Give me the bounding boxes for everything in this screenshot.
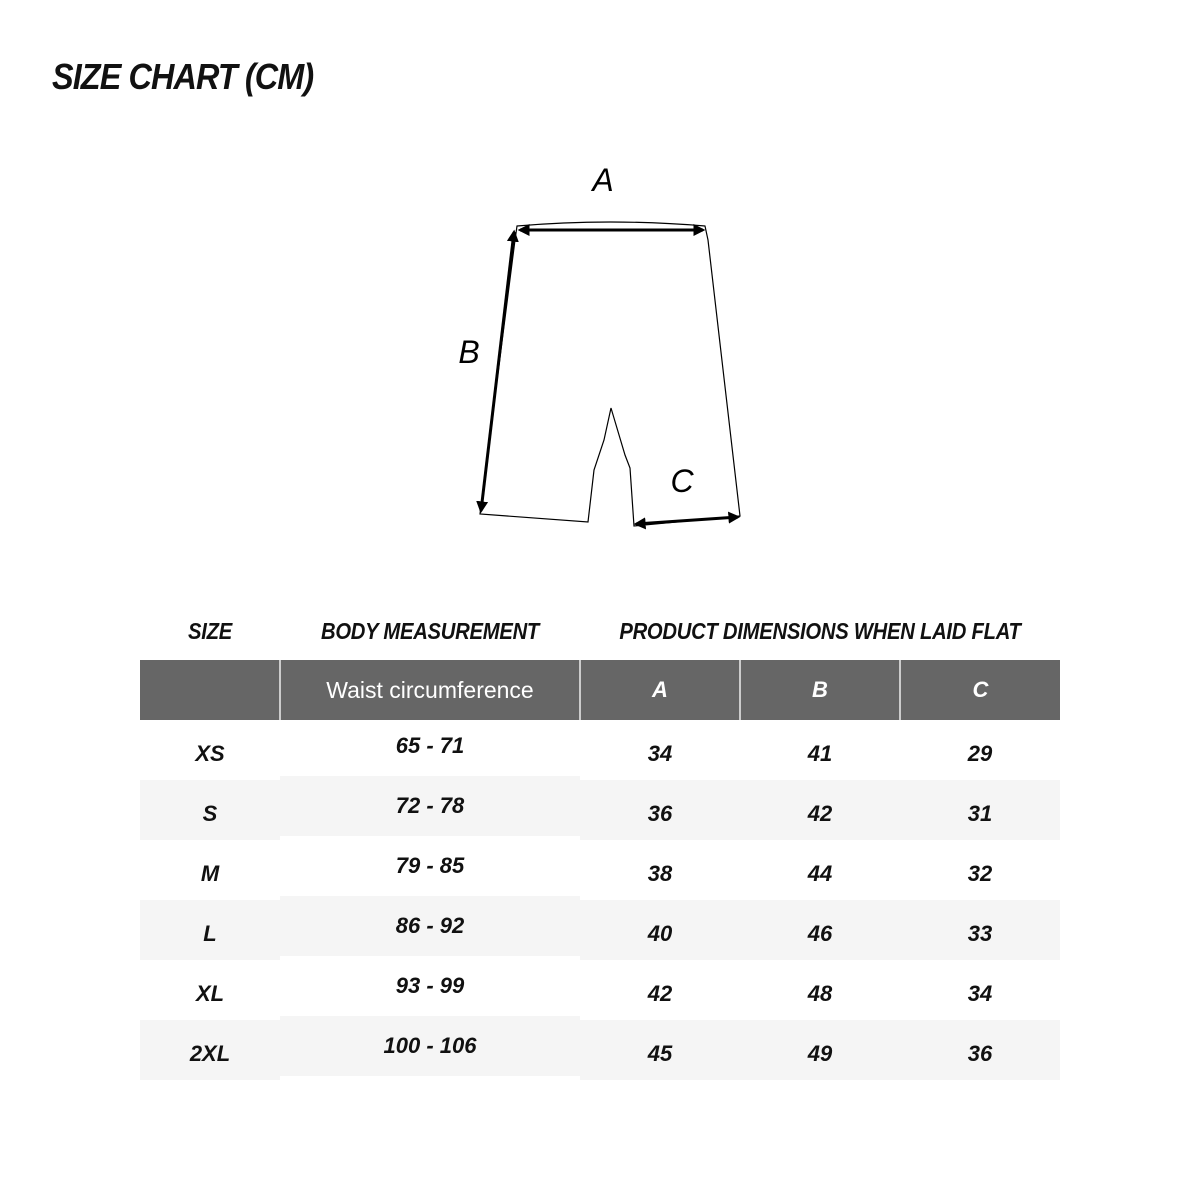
table-row: S 72 - 78 36 42 31 <box>140 776 1060 840</box>
cell-size-value: XL <box>195 981 225 1006</box>
cell-c-value: 32 <box>967 861 993 886</box>
cell-b: 41 <box>740 720 900 780</box>
cell-size-value: L <box>203 921 217 946</box>
shorts-diagram: A B C <box>458 162 741 530</box>
cell-waist-value: 65 - 71 <box>395 733 465 758</box>
cell-waist: 86 - 92 <box>280 896 580 956</box>
cell-size: S <box>140 780 280 840</box>
table-row: 2XL 100 - 106 45 49 36 <box>140 1016 1060 1080</box>
table-row: L 86 - 92 40 46 33 <box>140 896 1060 960</box>
cell-a-value: 40 <box>647 921 673 946</box>
cell-b-value: 48 <box>807 981 833 1006</box>
cell-c-value: 29 <box>967 741 993 766</box>
cell-a: 34 <box>580 720 740 780</box>
size-table: Waist circumference A B C XS 65 - 71 34 41 2… <box>140 660 1060 1080</box>
cell-waist-value: 72 - 78 <box>395 793 465 818</box>
table-header-row: Waist circumference A B C <box>140 660 1060 720</box>
cell-b: 48 <box>740 960 900 1020</box>
cell-waist: 72 - 78 <box>280 776 580 836</box>
shorts-outline <box>479 221 741 527</box>
cell-a: 40 <box>580 900 740 960</box>
arrow-b <box>476 229 519 514</box>
cell-a: 45 <box>580 1020 740 1080</box>
cell-c-value: 31 <box>967 801 993 826</box>
cell-size: L <box>140 900 280 960</box>
cell-size-value: 2XL <box>189 1041 231 1066</box>
cell-waist: 93 - 99 <box>280 956 580 1016</box>
cell-size: XL <box>140 960 280 1020</box>
cell-c: 36 <box>900 1020 1060 1080</box>
cell-b: 42 <box>740 780 900 840</box>
header-b: B <box>739 660 900 720</box>
cell-a-value: 42 <box>647 981 673 1006</box>
cell-c: 31 <box>900 780 1060 840</box>
cell-size: XS <box>140 720 280 780</box>
cell-a-value: 34 <box>647 741 673 766</box>
size-group-header: SIZE <box>188 618 232 644</box>
cell-size-value: S <box>202 801 218 826</box>
cell-waist: 65 - 71 <box>280 716 580 776</box>
cell-b-value: 49 <box>807 1041 833 1066</box>
cell-waist-value: 86 - 92 <box>395 913 465 938</box>
cell-a-value: 45 <box>647 1041 673 1066</box>
cell-c-value: 34 <box>967 981 993 1006</box>
cell-b-value: 46 <box>807 921 833 946</box>
cell-b: 49 <box>740 1020 900 1080</box>
cell-c-value: 33 <box>967 921 993 946</box>
cell-b-value: 44 <box>807 861 833 886</box>
table-row: M 79 - 85 38 44 32 <box>140 840 1060 900</box>
cell-c: 34 <box>900 960 1060 1020</box>
cell-a-value: 38 <box>647 861 673 886</box>
cell-a-value: 36 <box>647 801 673 826</box>
header-c: C <box>899 660 1060 720</box>
arrow-c <box>633 511 741 530</box>
cell-size: M <box>140 840 280 900</box>
cell-b: 46 <box>740 900 900 960</box>
product-dimensions-group-header: PRODUCT DIMENSIONS WHEN LAID FLAT <box>619 618 1021 644</box>
cell-c: 32 <box>900 840 1060 900</box>
cell-a: 36 <box>580 780 740 840</box>
cell-waist-value: 100 - 106 <box>383 1033 477 1058</box>
cell-waist-value: 79 - 85 <box>395 853 465 878</box>
cell-waist: 79 - 85 <box>280 836 580 896</box>
page-title: SIZE CHART (CM) <box>52 56 314 97</box>
table-row: XS 65 - 71 34 41 29 <box>140 720 1060 780</box>
cell-waist-value: 93 - 99 <box>395 973 465 998</box>
cell-a: 42 <box>580 960 740 1020</box>
label-c: C <box>670 463 694 499</box>
cell-c: 29 <box>900 720 1060 780</box>
cell-size-value: M <box>200 861 220 886</box>
header-waist: Waist circumference <box>279 660 580 720</box>
body-measurement-group-header: BODY MEASUREMENT <box>320 618 540 644</box>
header-a: A <box>579 660 740 720</box>
cell-waist: 100 - 106 <box>280 1016 580 1076</box>
cell-c: 33 <box>900 900 1060 960</box>
label-a: A <box>590 162 613 198</box>
cell-size-value: XS <box>195 741 225 766</box>
cell-b-value: 42 <box>807 801 833 826</box>
cell-size: 2XL <box>140 1020 280 1080</box>
header-size <box>140 660 280 720</box>
label-b: B <box>458 334 479 370</box>
cell-b: 44 <box>740 840 900 900</box>
cell-b-value: 41 <box>807 741 833 766</box>
table-row: XL 93 - 99 42 48 34 <box>140 960 1060 1020</box>
cell-a: 38 <box>580 840 740 900</box>
cell-c-value: 36 <box>967 1041 993 1066</box>
